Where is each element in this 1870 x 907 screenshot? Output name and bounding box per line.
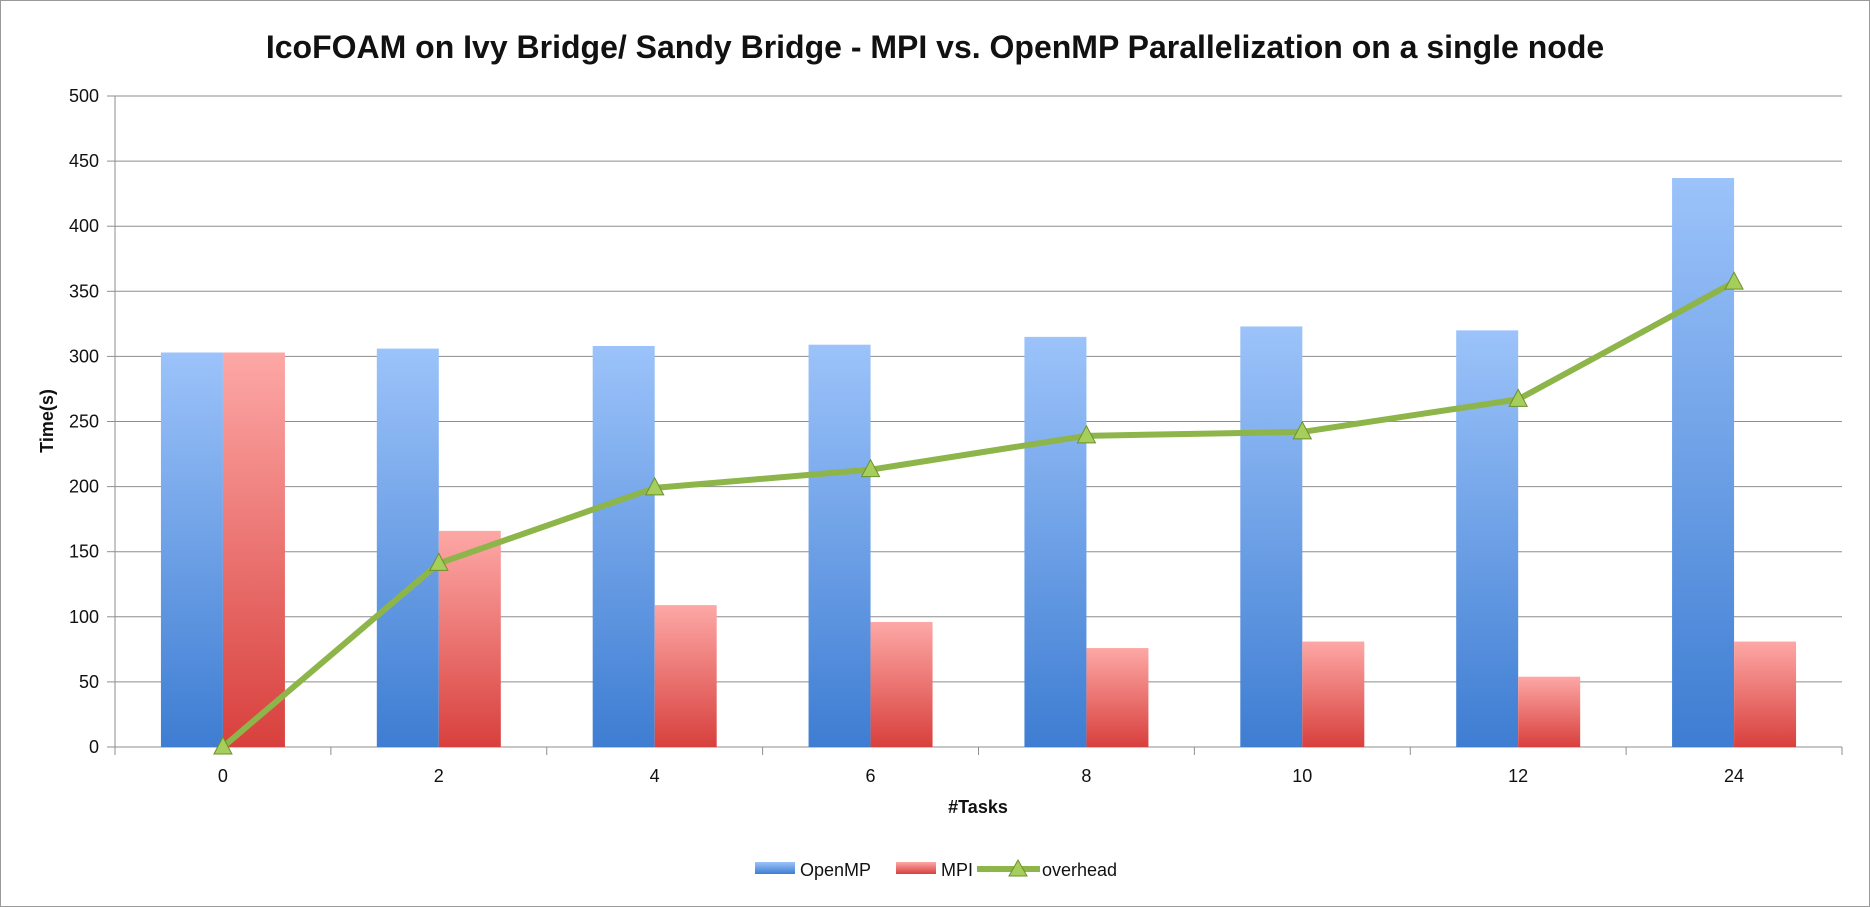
gridlines [107,95,1842,748]
bar-mpi [1734,641,1797,747]
x-axis-ticks: 0 2 4 6 8 10 12 24 [114,747,1843,786]
x-tick-label: 24 [1724,766,1744,786]
y-tick-label: 250 [69,412,99,432]
overhead-point [1076,424,1097,444]
x-axis-title: #Tasks [948,797,1008,817]
bar-openmp [160,352,223,747]
overhead-point [1724,271,1744,290]
bar-mpi [1518,676,1581,747]
bar-openmp [376,348,439,747]
y-tick-label: 100 [69,607,99,627]
overhead-point [428,552,449,571]
x-tick-label: 4 [650,766,660,786]
legend-label-overhead: overhead [1042,860,1117,880]
y-axis-ticks: 0 50 100 150 200 250 300 350 400 450 500 [69,86,99,757]
y-tick-label: 200 [69,477,99,497]
x-tick-label: 12 [1508,766,1528,786]
overhead-point [860,458,881,478]
bar-openmp [808,344,871,747]
y-tick-label: 300 [69,346,99,366]
x-tick-label: 10 [1292,766,1312,786]
bar-openmp [1240,326,1303,747]
y-tick-label: 50 [79,672,99,692]
bars [160,178,1797,747]
chart-title: IcoFOAM on Ivy Bridge/ Sandy Bridge - MP… [266,29,1604,65]
x-tick-label: 6 [866,766,876,786]
bar-openmp [1672,178,1735,747]
bar-mpi [222,352,285,747]
overhead-line [213,271,1744,755]
bar-openmp [1024,336,1087,747]
x-tick-label: 0 [218,766,228,786]
legend-label-mpi: MPI [941,860,973,880]
y-tick-label: 150 [69,542,99,562]
bar-mpi [438,530,501,747]
bar-mpi [870,622,933,747]
y-axis-title: Time(s) [37,389,57,453]
y-tick-label: 450 [69,151,99,171]
y-tick-label: 350 [69,281,99,301]
legend-swatch-openmp [755,862,795,874]
legend: OpenMP MPI overhead [755,858,1117,880]
overhead-point [644,476,665,496]
overhead-point [213,735,233,755]
bar-openmp [1456,330,1519,747]
y-tick-label: 500 [69,86,99,106]
overhead-point [1508,388,1529,407]
overhead-series-line [219,279,1738,750]
legend-swatch-mpi [896,862,936,874]
x-tick-label: 8 [1081,766,1091,786]
legend-marker-overhead [1008,858,1028,877]
bar-mpi [1302,641,1365,747]
overhead-point [1292,420,1313,440]
y-tick-label: 400 [69,216,99,236]
y-tick-label: 0 [89,737,99,757]
bar-mpi [654,605,717,747]
bar-mpi [1086,648,1149,747]
bar-openmp [592,345,655,747]
legend-label-openmp: OpenMP [800,860,871,880]
x-tick-label: 2 [434,766,444,786]
